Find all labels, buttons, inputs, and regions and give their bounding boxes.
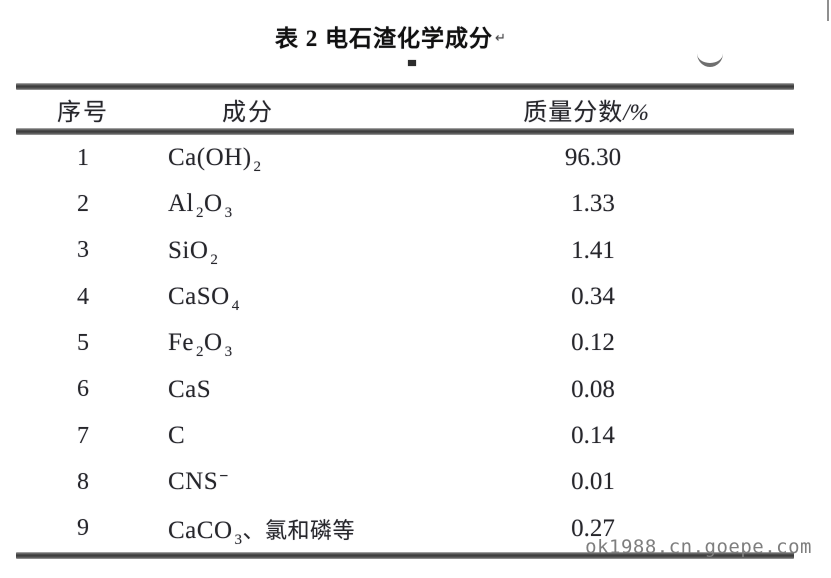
mass-fraction-value: 1.33: [571, 190, 615, 218]
row-number: 9: [77, 515, 89, 542]
table-title-text: 表 2 电石渣化学成分: [275, 26, 494, 51]
mass-fraction-value: 0.01: [571, 468, 615, 496]
row-number: 7: [77, 422, 89, 449]
scan-artifact-dot: [408, 60, 416, 66]
component-formula: Al 2O 3: [168, 190, 233, 222]
row-number: 5: [77, 329, 89, 356]
page-edge-line: [827, 0, 829, 21]
table-row: 8 CNS− 0.01: [16, 459, 794, 505]
component-formula: Ca(OH) 2: [168, 144, 262, 176]
column-header-mass-fraction: 质量分数/%: [346, 92, 794, 127]
component-formula: CaSO 4: [168, 283, 240, 315]
row-number: 8: [77, 468, 89, 495]
table-row: 9 CaCO 3、氯和磷等 0.27: [16, 506, 794, 552]
table-row: 6 CaS 0.08: [16, 367, 794, 413]
table-body: 1 Ca(OH) 2 96.30 2 Al 2O 3 1.33 3 SiO 2 1.41 4 CaSO 4 0.…: [16, 135, 794, 552]
mass-fraction-value: 1.41: [571, 236, 615, 264]
table-row: 5 Fe 2O 3 0.12: [16, 320, 794, 366]
mass-fraction-unit: /%: [623, 99, 649, 125]
table-row: 4 CaSO 4 0.34: [16, 274, 794, 320]
row-number: 1: [77, 144, 89, 171]
component-formula: CaS: [168, 375, 212, 403]
mass-fraction-value: 0.12: [571, 329, 615, 357]
row-number: 6: [77, 376, 89, 403]
row-number: 2: [77, 190, 89, 217]
row-number: 3: [77, 237, 89, 264]
mass-fraction-value: 0.27: [571, 514, 615, 542]
table-row: 2 Al 2O 3 1.33: [16, 181, 794, 227]
watermark: ok1988.cn.goepe.com: [585, 536, 812, 558]
column-header-component: 成分: [222, 99, 274, 126]
table-title: 表 2 电石渣化学成分 ↵: [0, 19, 782, 53]
table-row: 1 Ca(OH) 2 96.30: [16, 135, 794, 181]
component-formula: CNS−: [168, 468, 229, 496]
mass-fraction-value: 0.14: [571, 422, 615, 450]
scan-artifact-arc: [697, 52, 723, 67]
table-row: 7 C 0.14: [16, 413, 794, 459]
table-row: 3 SiO 2 1.41: [16, 228, 794, 274]
row-number: 4: [77, 283, 89, 310]
table-top-border: [16, 83, 794, 90]
component-formula: SiO 2: [168, 236, 219, 268]
component-formula: CaCO 3、氯和磷等: [168, 516, 356, 548]
mass-fraction-value: 0.08: [571, 375, 615, 403]
mass-fraction-label: 质量分数: [523, 99, 624, 126]
mass-fraction-value: 96.30: [564, 144, 622, 172]
column-header-no: 序号: [57, 99, 109, 126]
component-formula: C: [168, 422, 186, 450]
component-formula: Fe 2O 3: [168, 329, 233, 361]
table-bottom-border: [16, 552, 794, 559]
table-header-row: 序号 成分 质量分数/%: [16, 90, 794, 128]
mass-fraction-value: 0.34: [571, 283, 615, 311]
paragraph-mark: ↵: [495, 31, 507, 46]
table-header-separator: [16, 128, 794, 135]
